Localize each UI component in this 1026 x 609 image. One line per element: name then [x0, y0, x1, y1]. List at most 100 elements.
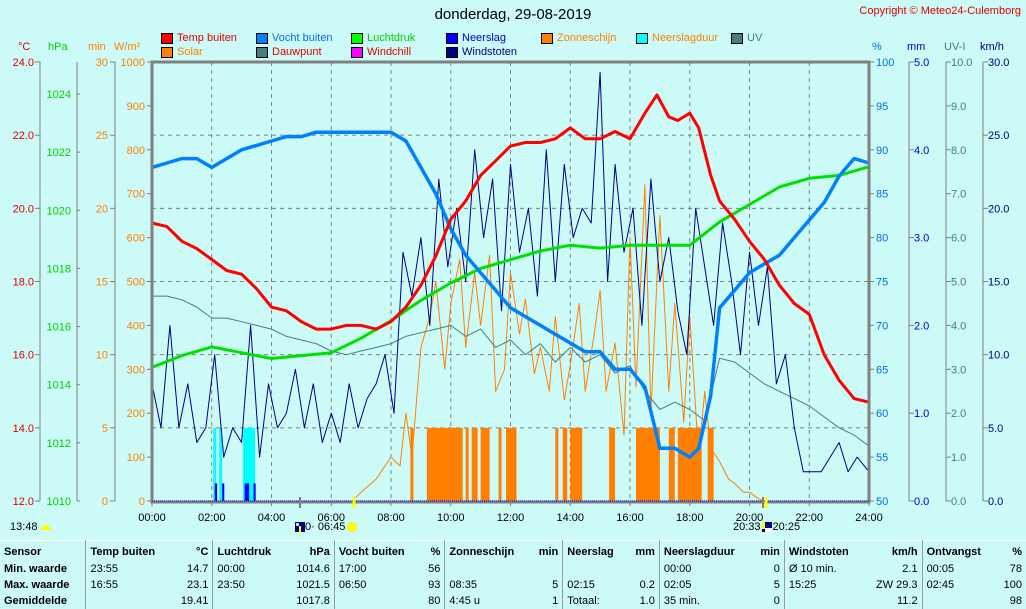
daylength: 13:48 [10, 521, 51, 533]
sunset-time-left: 20:33 [733, 521, 761, 533]
unit-percent: % [872, 41, 882, 53]
axis-tick-label: 1024 [47, 89, 71, 101]
sunrise-time: 06:45 [317, 521, 346, 533]
x-tick-label: 12:00 [497, 512, 525, 524]
x-axis: 00:00 02:00 04:00 06:00 08:00 10:00 12:00 14:00… [138, 501, 883, 524]
axis-tick-label: 15 [96, 277, 108, 289]
axis-tick-label: 0 [139, 496, 145, 508]
cell: 5 [552, 579, 559, 591]
legend-label: Temp buiten [177, 32, 237, 44]
axis-tick-label: 2.0 [914, 320, 929, 332]
axis-tick-label: 5.0 [988, 423, 1003, 435]
legend-label: Luchtdruk [367, 32, 416, 44]
hdr-wind-unit: km/h [891, 546, 918, 558]
unit-min: min [88, 41, 106, 53]
legend-swatch [446, 46, 458, 58]
axis-tick-label: 1000 [121, 57, 145, 69]
row-label: Max. waarde [4, 579, 70, 591]
legend-item: Neerslag [446, 32, 506, 44]
hdr-pressure: Luchtdruk [212, 540, 286, 561]
cell: 06:50 [333, 577, 421, 593]
axis-tick-label: 30 [96, 57, 108, 69]
cell: 14.7 [186, 563, 209, 575]
legend-item: Solar [161, 46, 203, 58]
bar-zonneschijn [677, 427, 702, 501]
bar-zonneschijn [410, 427, 414, 501]
cell: 80 [428, 595, 441, 607]
axis-tick-label: 24.0 [13, 57, 34, 69]
cloud-sun-icon [40, 524, 51, 530]
cell: 93 [428, 579, 441, 591]
axis-tick-label: 7.0 [951, 189, 966, 201]
axis-tick-label: 5 [102, 423, 108, 435]
cell: 02:15 [562, 577, 627, 593]
axis-tick-label: 6.0 [951, 233, 966, 245]
axis-tick-label: 1014 [47, 380, 71, 392]
axis-tick-label: 20.0 [988, 203, 1009, 215]
legend-item: Dauwpunt [256, 46, 322, 58]
bar-zonneschijn [635, 427, 660, 501]
cell [85, 593, 171, 609]
legend-swatch [731, 32, 743, 44]
bar-neerslagduur [219, 427, 223, 501]
sunrise-prefix: 0 [305, 521, 312, 533]
cell: 0 [773, 595, 780, 607]
x-tick-label: 04:00 [258, 512, 286, 524]
right-axes: 100 95 90 85 80 75 70 65 60 55 50 5.0 4.0 3.0 2.0 1.0 0.… [870, 57, 1009, 508]
axis-tick-label: 20.0 [13, 203, 34, 215]
series-luchtdruk [151, 165, 870, 369]
cell: 16:55 [85, 577, 171, 593]
hdr-sensor: Sensor [4, 546, 42, 558]
legend-label: UV [747, 32, 763, 44]
cell [627, 561, 660, 577]
cell: 17:00 [333, 561, 421, 577]
legend-label: Zonneschijn [557, 32, 617, 44]
stats-header-row: Sensor Temp buiten °C Luchtdruk hPa Voch… [0, 540, 1026, 561]
axis-tick-label: 100 [127, 452, 145, 464]
legend-label: Dauwpunt [272, 46, 322, 58]
row-label: Gemiddelde [4, 595, 67, 607]
bar-neerslag [253, 483, 256, 501]
axis-tick-label: 0.0 [951, 496, 966, 508]
legend-swatch [541, 32, 553, 44]
x-tick-label: 06:00 [317, 512, 345, 524]
sunrise-sep: · [311, 521, 318, 533]
legend-swatch [161, 46, 173, 58]
x-tick-label: 16:00 [616, 512, 644, 524]
axis-tick-label: 200 [127, 408, 145, 420]
series-windstoten [151, 71, 870, 473]
bar-zonneschijn [465, 427, 469, 501]
daylength-value: 13:48 [10, 521, 38, 533]
x-tick-label: 08:00 [377, 512, 405, 524]
legend-swatch [351, 32, 363, 44]
hdr-reception: Ontvangst [921, 540, 996, 561]
axis-tick-label: 1012 [47, 438, 71, 450]
axis-tick-label: 1022 [47, 147, 71, 159]
axis-tick-label: 4.0 [951, 320, 966, 332]
cell: 19.41 [180, 595, 209, 607]
hdr-rain: Neerslag [562, 540, 627, 561]
axis-tick-label: 12.0 [13, 496, 34, 508]
cell: 5 [773, 579, 780, 591]
x-tick-label: 24:00 [855, 512, 883, 524]
bar-zonneschijn [480, 427, 490, 501]
axis-tick-label: 70 [876, 320, 888, 332]
axis-tick-label: 90 [876, 145, 888, 157]
legend-swatch [256, 46, 268, 58]
hdr-sunshine-unit: min [538, 546, 559, 558]
axis-tick-label: 900 [127, 101, 145, 113]
bar-neerslagduur [243, 427, 256, 501]
axis-tick-label: 9.0 [951, 101, 966, 113]
cell: 0.2 [639, 579, 655, 591]
axis-tick-label: 16.0 [13, 350, 34, 362]
bar-neerslag [244, 483, 250, 501]
cell: 0 [773, 563, 780, 575]
cell: 02:45 [921, 577, 996, 593]
x-tick-label: 00:00 [138, 512, 166, 524]
bar-zonneschijn [609, 427, 616, 501]
x-tick-label: 14:00 [556, 512, 584, 524]
line-series [151, 71, 870, 502]
stats-row-min: Min. waarde 23:55 14.7 00:00 1014.6 17:00 5… [0, 561, 1026, 577]
cell [530, 561, 563, 577]
hdr-temp: Temp buiten [85, 540, 171, 561]
